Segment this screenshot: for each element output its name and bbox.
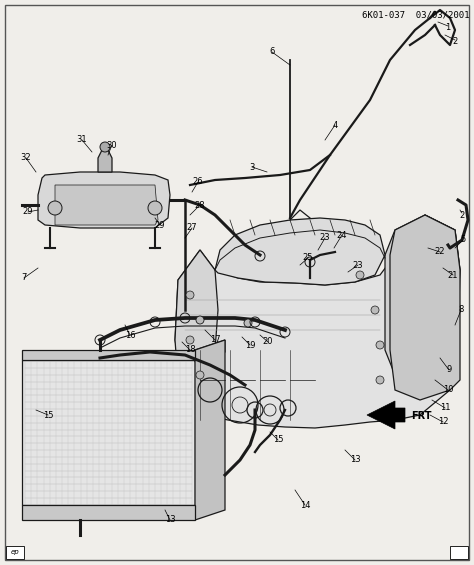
Circle shape <box>376 376 384 384</box>
Text: 23: 23 <box>319 233 330 242</box>
Text: 6K01-037  03/03/2001: 6K01-037 03/03/2001 <box>363 10 470 19</box>
Bar <box>450 546 468 559</box>
Polygon shape <box>22 350 195 360</box>
Text: 15: 15 <box>273 436 283 445</box>
Text: 28: 28 <box>195 201 205 210</box>
Polygon shape <box>98 150 112 172</box>
Circle shape <box>196 316 204 324</box>
Text: 8: 8 <box>458 306 464 315</box>
Text: 12: 12 <box>438 418 448 427</box>
Polygon shape <box>390 215 460 400</box>
Circle shape <box>196 371 204 379</box>
Text: 9: 9 <box>447 366 452 375</box>
Text: 13: 13 <box>350 455 360 464</box>
Text: 4: 4 <box>332 120 337 129</box>
Polygon shape <box>22 360 195 505</box>
Polygon shape <box>195 340 225 520</box>
Text: 23: 23 <box>353 260 363 270</box>
Polygon shape <box>215 218 385 285</box>
Text: 5: 5 <box>460 236 465 245</box>
Text: 15: 15 <box>43 411 53 419</box>
Bar <box>6 546 24 559</box>
Text: 14: 14 <box>300 501 310 510</box>
Circle shape <box>48 201 62 215</box>
Text: 17: 17 <box>210 336 220 345</box>
Circle shape <box>356 271 364 279</box>
Polygon shape <box>195 340 225 362</box>
Text: 27: 27 <box>187 224 197 233</box>
Text: 13: 13 <box>164 515 175 524</box>
Circle shape <box>148 201 162 215</box>
Circle shape <box>100 142 110 152</box>
Text: 31: 31 <box>77 136 87 145</box>
Text: 29: 29 <box>155 220 165 229</box>
Text: 26: 26 <box>193 177 203 186</box>
Text: 18: 18 <box>185 346 195 354</box>
Text: 24: 24 <box>337 231 347 240</box>
Text: 32: 32 <box>21 154 31 163</box>
Polygon shape <box>175 250 218 380</box>
Circle shape <box>376 341 384 349</box>
Text: 3: 3 <box>249 163 255 172</box>
Circle shape <box>186 336 194 344</box>
Text: 11: 11 <box>440 403 450 412</box>
Text: 19: 19 <box>245 341 255 350</box>
Text: 10: 10 <box>443 385 453 394</box>
Text: 20: 20 <box>263 337 273 346</box>
Text: 7: 7 <box>21 273 27 282</box>
Polygon shape <box>385 215 460 375</box>
Polygon shape <box>175 215 460 428</box>
Text: 2: 2 <box>459 211 465 219</box>
Text: 21: 21 <box>448 271 458 280</box>
Polygon shape <box>38 172 170 228</box>
Polygon shape <box>367 401 405 429</box>
Polygon shape <box>55 185 158 225</box>
Text: 30: 30 <box>107 141 117 150</box>
Text: 22: 22 <box>435 247 445 257</box>
Text: 29: 29 <box>23 207 33 216</box>
Circle shape <box>186 291 194 299</box>
Polygon shape <box>22 505 195 520</box>
Text: 6: 6 <box>269 47 275 56</box>
Text: 25: 25 <box>303 254 313 263</box>
Text: 16: 16 <box>125 331 135 340</box>
Text: ep: ep <box>10 549 19 555</box>
Circle shape <box>371 306 379 314</box>
Text: 2: 2 <box>452 37 457 46</box>
Text: FRT: FRT <box>411 411 431 421</box>
Circle shape <box>244 319 252 327</box>
Text: 1: 1 <box>446 24 451 33</box>
